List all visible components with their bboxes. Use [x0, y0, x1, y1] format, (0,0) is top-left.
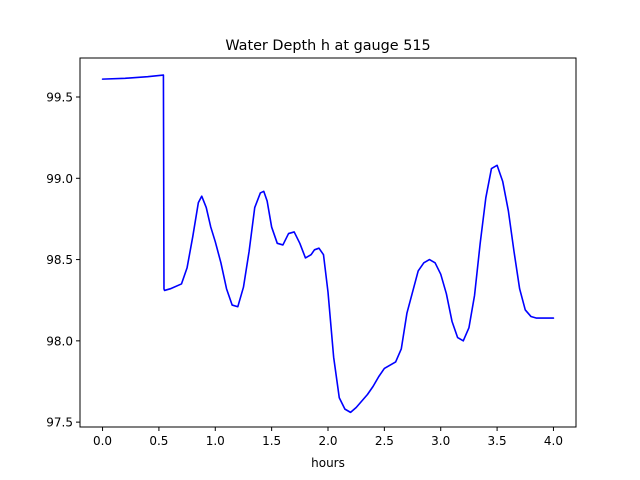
- x-tick-label: 1.0: [206, 434, 225, 448]
- x-tick-label: 0.5: [149, 434, 168, 448]
- x-tick-label: 1.5: [262, 434, 281, 448]
- plot-area: 0.0 0.5 1.0 1.5 2.0 2.5 3.0 3.5 4.0 97.5 98.0 98.5 9…: [46, 57, 577, 448]
- x-axis-label: hours: [311, 456, 345, 470]
- chart-title: Water Depth h at gauge 515: [225, 38, 430, 54]
- y-tick-label: 98.0: [46, 334, 73, 348]
- series-line-0: [101, 74, 555, 414]
- x-tick-label: 0.0: [93, 434, 112, 448]
- y-tick-label: 98.5: [46, 253, 73, 267]
- x-tick-label: 2.5: [375, 434, 394, 448]
- y-tick-label: 97.5: [46, 416, 73, 430]
- x-tick-label: 3.5: [488, 434, 507, 448]
- y-tick-label: 99.0: [46, 172, 73, 186]
- x-tick-label: 2.0: [318, 434, 337, 448]
- y-tick-label: 99.5: [46, 91, 73, 105]
- x-tick-label: 3.0: [431, 434, 450, 448]
- x-tick-label: 4.0: [544, 434, 563, 448]
